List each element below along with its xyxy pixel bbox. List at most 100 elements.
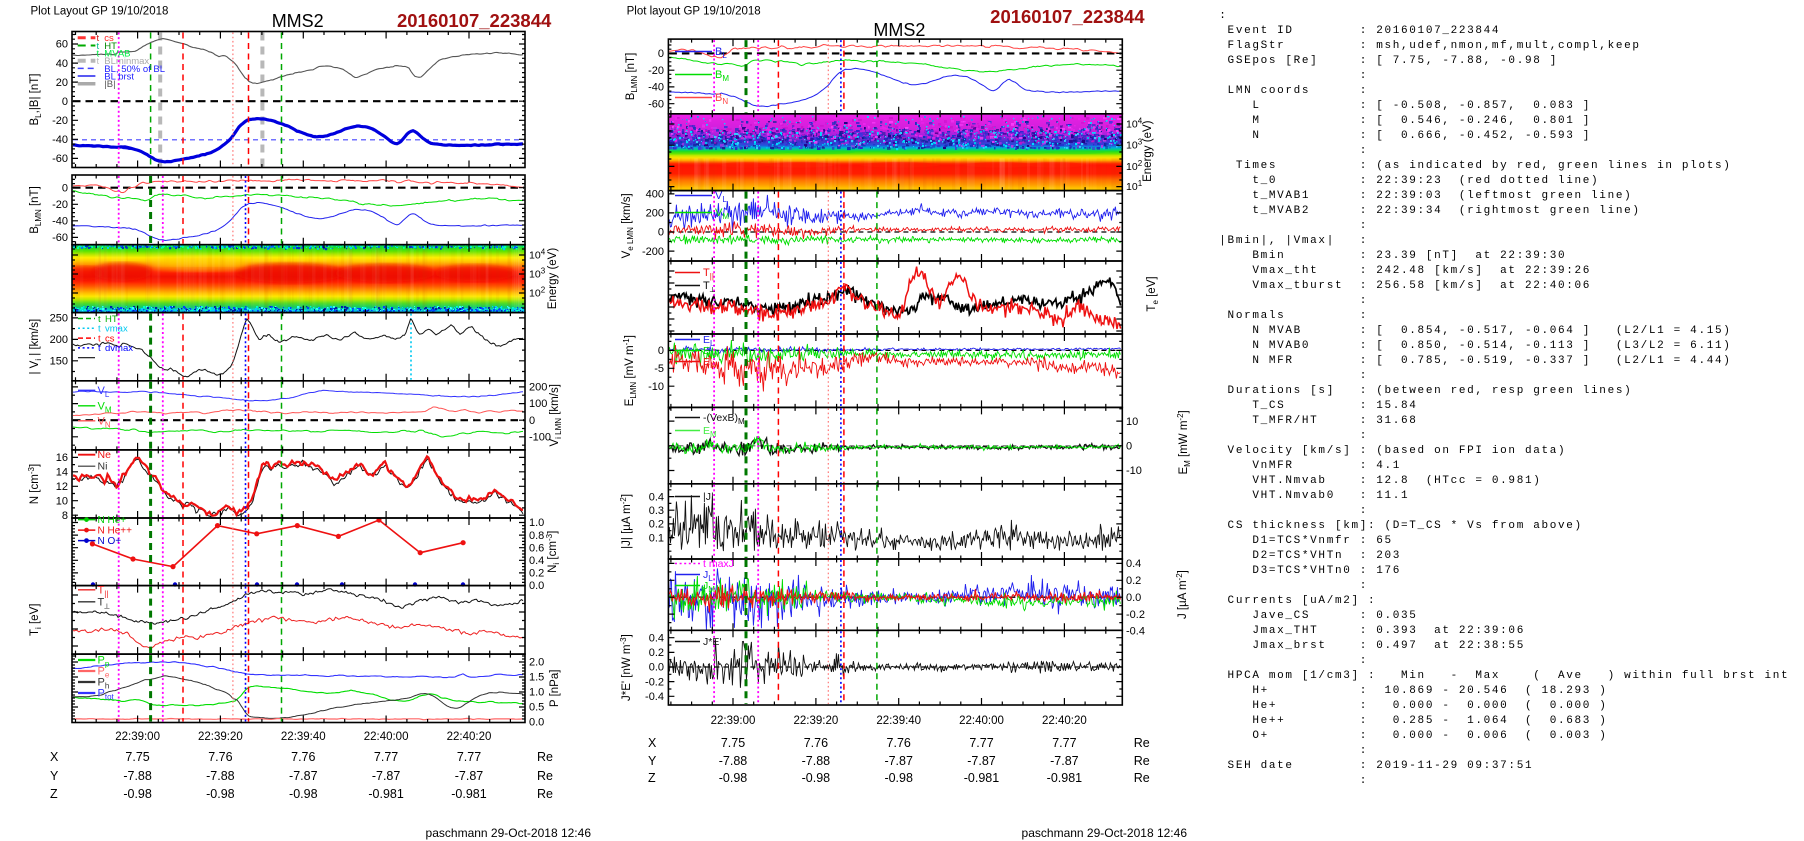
svg-text:-7.88: -7.88: [123, 769, 152, 783]
svg-text:10: 10: [1126, 416, 1138, 428]
svg-text:paschmann 29-Oct-2018 12:46: paschmann 29-Oct-2018 12:46: [1022, 826, 1188, 840]
svg-text:-0.981: -0.981: [451, 787, 486, 801]
svg-text:20160107_223844: 20160107_223844: [397, 10, 552, 31]
svg-text:X: X: [648, 736, 657, 750]
svg-text:0.4: 0.4: [649, 491, 664, 503]
svg-text:7.76: 7.76: [291, 750, 315, 764]
svg-text:0.0: 0.0: [529, 580, 544, 592]
svg-text:Te [eV]: Te [eV]: [1146, 276, 1160, 311]
svg-text:200: 200: [529, 382, 547, 394]
svg-text:Ni: Ni: [98, 461, 108, 473]
svg-text:t: t: [97, 41, 100, 52]
svg-text:0.2: 0.2: [649, 647, 664, 659]
svg-text:7.77: 7.77: [457, 750, 481, 764]
svg-text:J*E': J*E': [703, 636, 721, 648]
svg-text:BLMN [nT]: BLMN [nT]: [29, 186, 43, 234]
svg-text:0: 0: [529, 415, 535, 427]
svg-text:cs: cs: [105, 333, 115, 344]
svg-text:22:39:20: 22:39:20: [794, 715, 839, 727]
svg-text:Energy (eV): Energy (eV): [547, 248, 559, 310]
svg-text:-20: -20: [52, 199, 68, 211]
svg-text:0: 0: [62, 96, 68, 108]
svg-text:t: t: [98, 333, 101, 344]
svg-text:0.4: 0.4: [1126, 558, 1141, 570]
svg-text:7.75: 7.75: [721, 736, 745, 750]
svg-text:N O+: N O+: [98, 536, 122, 547]
svg-text:-0.98: -0.98: [123, 787, 152, 801]
svg-text:-7.87: -7.87: [289, 769, 318, 783]
svg-text:-7.87: -7.87: [967, 754, 996, 768]
svg-text:-40: -40: [52, 134, 68, 146]
svg-text:2.0: 2.0: [529, 657, 544, 669]
svg-text:N He++: N He++: [98, 526, 133, 537]
svg-text:-5: -5: [654, 363, 664, 375]
svg-text:22:39:00: 22:39:00: [711, 715, 756, 727]
svg-text:0.8: 0.8: [529, 530, 544, 542]
svg-text:200: 200: [646, 208, 664, 220]
svg-text:0: 0: [658, 227, 664, 239]
svg-text:0.0: 0.0: [649, 662, 664, 674]
svg-text:Re: Re: [1134, 736, 1150, 750]
svg-text:t: t: [98, 314, 101, 325]
svg-text:t: t: [98, 343, 101, 354]
svg-text:7.76: 7.76: [887, 736, 911, 750]
svg-text:22:39:20: 22:39:20: [198, 731, 243, 743]
svg-text:Ne: Ne: [98, 449, 112, 461]
svg-text:Y: Y: [50, 769, 59, 783]
svg-text:0: 0: [658, 345, 664, 357]
svg-text:t: t: [98, 324, 101, 335]
svg-text:-60: -60: [648, 98, 664, 110]
svg-text:7.77: 7.77: [374, 750, 398, 764]
svg-text:t maxJ: t maxJ: [703, 558, 734, 570]
svg-text:1.0: 1.0: [529, 687, 544, 699]
svg-text:t: t: [97, 33, 100, 44]
svg-text:T||: T||: [98, 585, 109, 599]
svg-text:-10: -10: [648, 381, 664, 393]
svg-text:0.1: 0.1: [649, 532, 664, 544]
svg-text:250: 250: [50, 313, 68, 325]
svg-text:MMS2: MMS2: [873, 20, 925, 40]
svg-text:-0.981: -0.981: [368, 787, 403, 801]
svg-text:HT: HT: [105, 314, 118, 325]
svg-text:t: t: [97, 49, 100, 60]
svg-text:0.2: 0.2: [1126, 575, 1141, 587]
svg-text:EM [mW m-2]: EM [mW m-2]: [1176, 410, 1192, 474]
svg-text:0.5: 0.5: [529, 702, 544, 714]
svg-text:-20: -20: [52, 115, 68, 127]
svg-text:Re: Re: [1134, 771, 1150, 785]
svg-text:BLminmax: BLminmax: [104, 56, 149, 67]
svg-text:0.0: 0.0: [529, 717, 544, 729]
svg-text:Ph: Ph: [98, 677, 110, 691]
svg-text:14: 14: [56, 467, 68, 479]
svg-text:-10: -10: [1126, 465, 1142, 477]
svg-text:12: 12: [56, 481, 68, 493]
svg-text:40: 40: [56, 58, 68, 70]
svg-text:Plot Layout GP 19/10/2018: Plot Layout GP 19/10/2018: [31, 6, 169, 18]
svg-text:Re: Re: [1134, 754, 1150, 768]
svg-text:7.76: 7.76: [208, 750, 232, 764]
svg-text:400: 400: [646, 189, 664, 201]
svg-text:J [µA m-2]: J [µA m-2]: [1175, 570, 1189, 619]
svg-text:20: 20: [56, 77, 68, 89]
svg-text:-0.98: -0.98: [884, 771, 913, 785]
svg-text:Y: Y: [648, 754, 657, 768]
svg-text:-0.4: -0.4: [1126, 626, 1145, 638]
svg-text:7.77: 7.77: [969, 736, 993, 750]
svg-text:150: 150: [50, 356, 68, 368]
svg-text:0.3: 0.3: [649, 505, 664, 517]
svg-text:-100: -100: [529, 432, 551, 444]
svg-text:-7.87: -7.87: [1050, 754, 1079, 768]
svg-text:22:39:40: 22:39:40: [281, 731, 326, 743]
svg-text:Re: Re: [537, 787, 553, 801]
svg-text:-0.4: -0.4: [645, 691, 664, 703]
svg-text:vmax: vmax: [105, 324, 128, 335]
svg-text:22:39:40: 22:39:40: [876, 715, 921, 727]
svg-text:-7.88: -7.88: [206, 769, 235, 783]
svg-text:N He+: N He+: [98, 515, 127, 526]
svg-text:1.5: 1.5: [529, 672, 544, 684]
svg-text:60: 60: [56, 39, 68, 51]
svg-text:-60: -60: [52, 232, 68, 244]
svg-text:8: 8: [62, 510, 68, 522]
svg-text:|J| [µA m-2]: |J| [µA m-2]: [619, 494, 633, 549]
svg-text:J*E' [nW m-3]: J*E' [nW m-3]: [619, 634, 633, 701]
